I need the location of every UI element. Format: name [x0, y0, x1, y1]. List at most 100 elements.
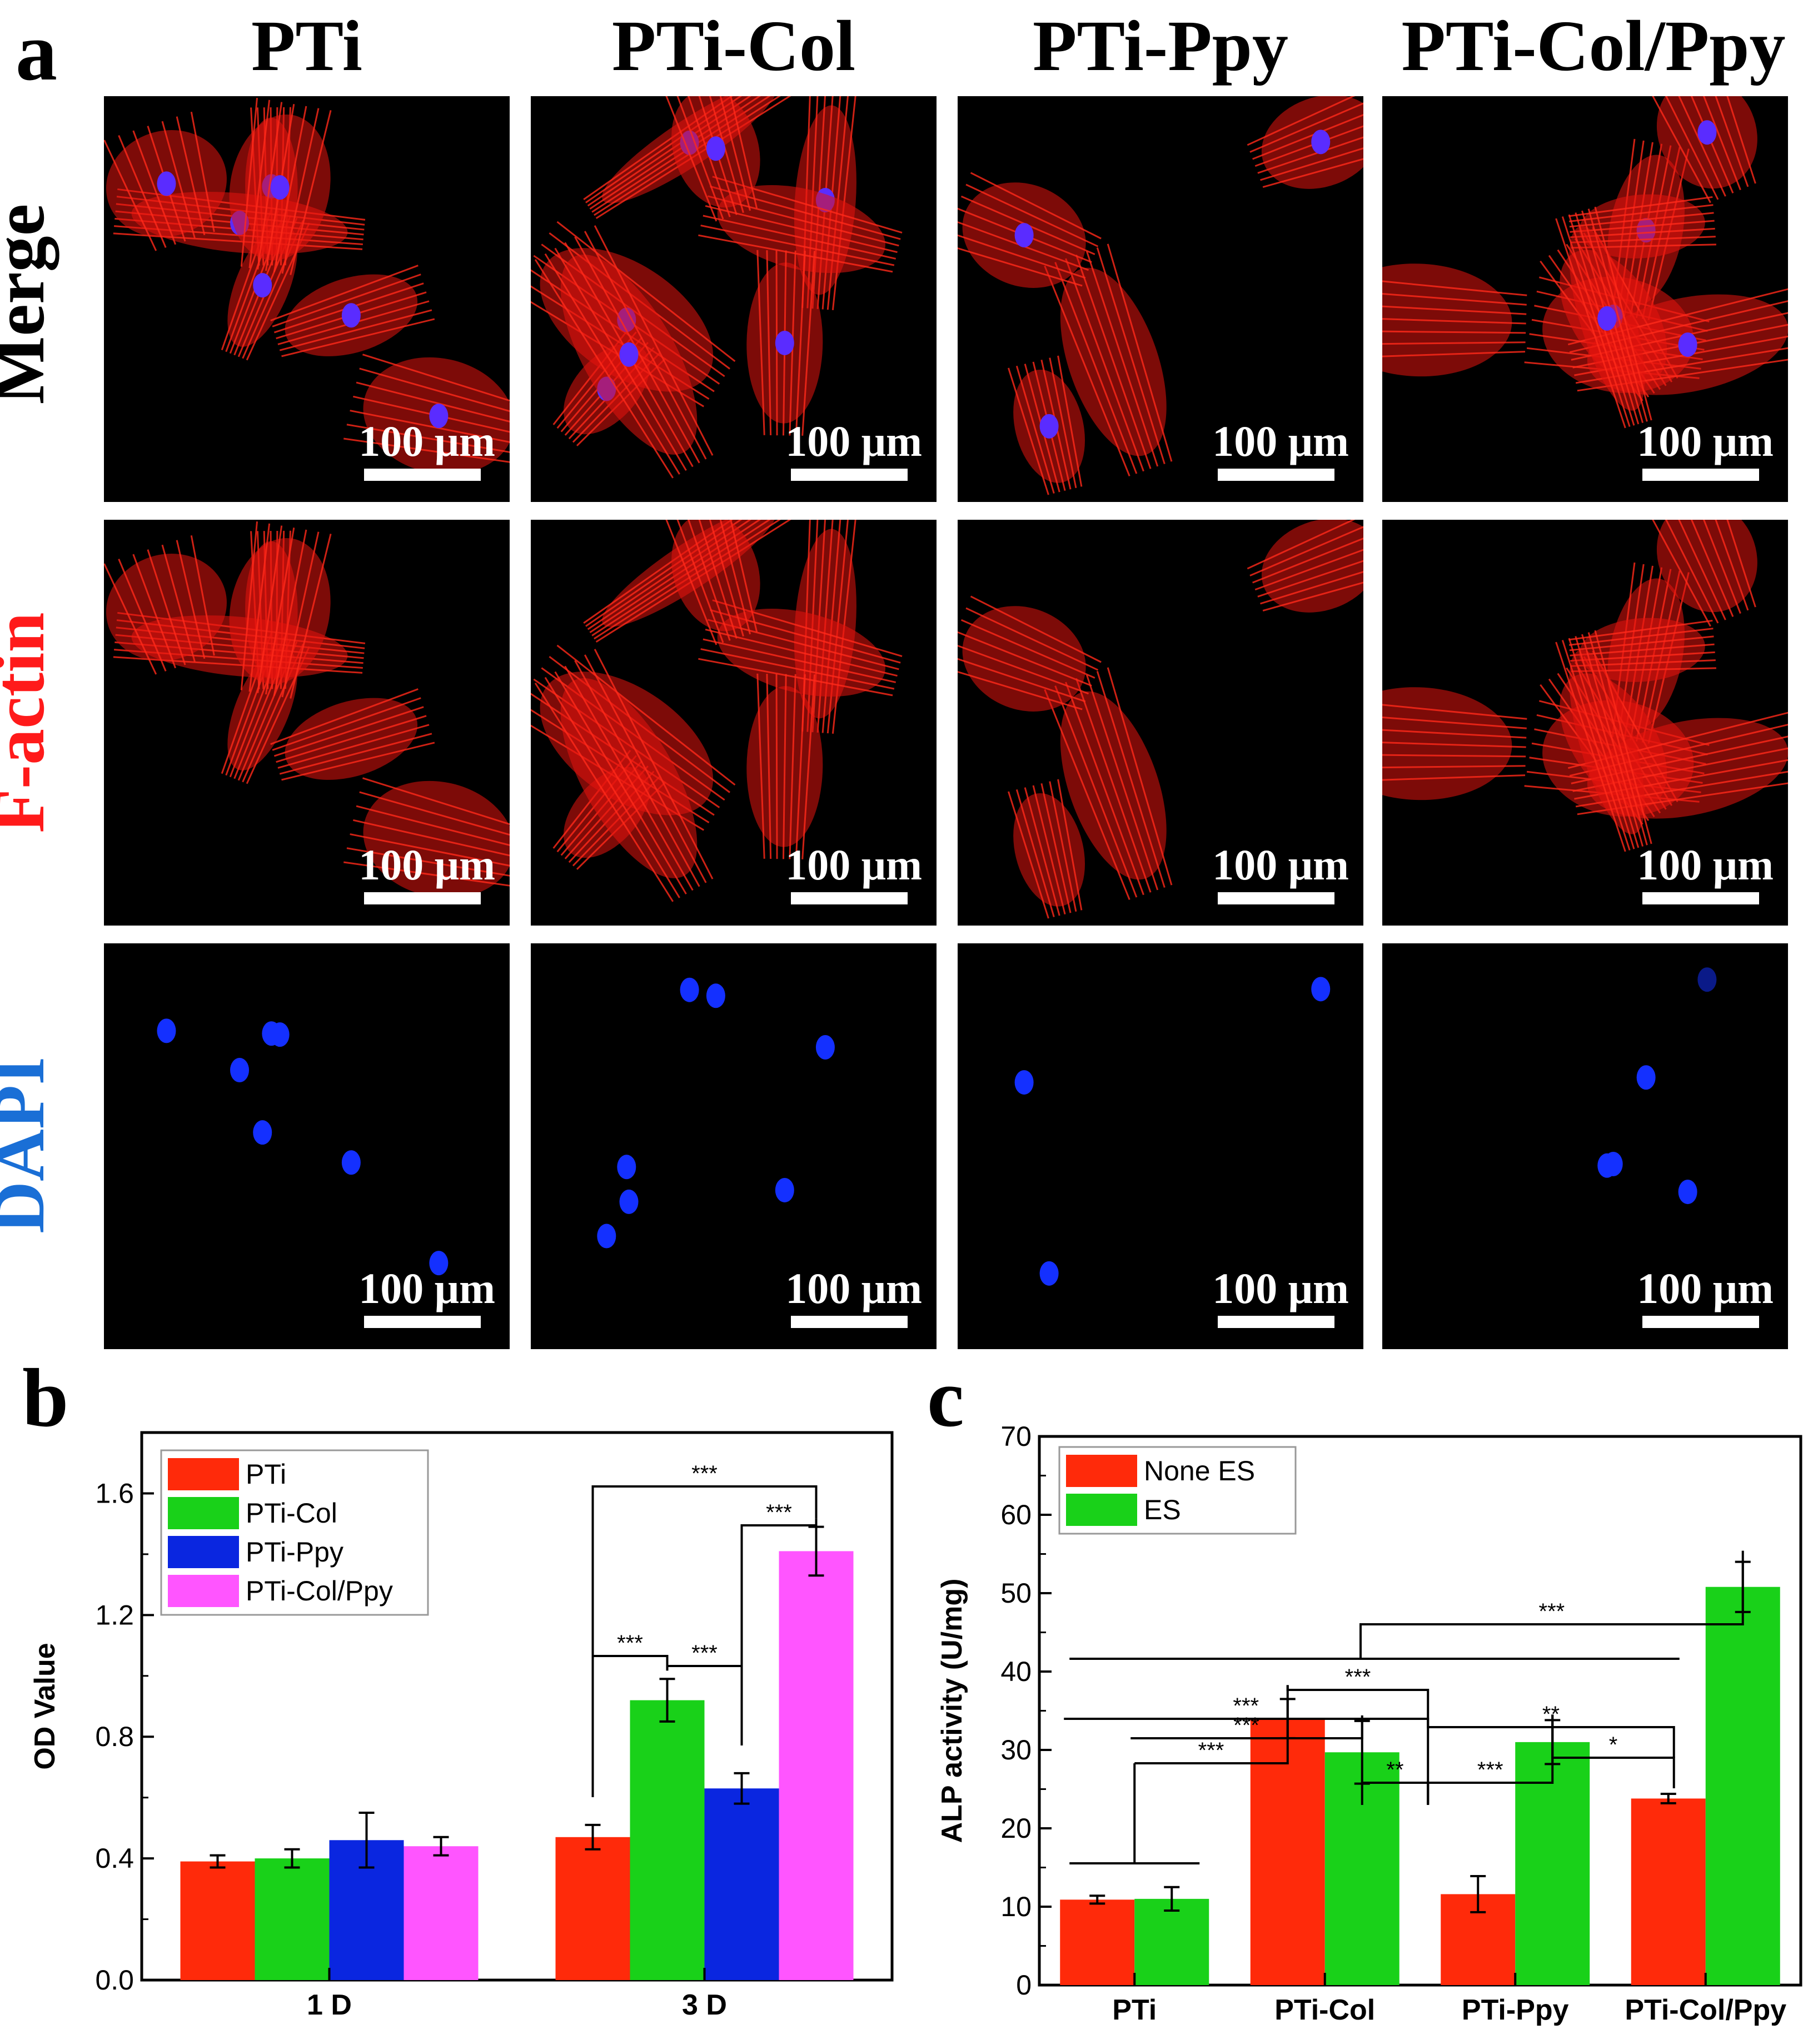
micrograph-dapi-pti-col-ppy: 100 μm: [1382, 943, 1788, 1349]
column-header-pti-col: PTi-Col: [611, 6, 856, 86]
legend-swatch: [168, 1575, 239, 1607]
y-tick-label: 10: [1000, 1891, 1032, 1922]
micrograph-f-actin-pti: 100 μm: [104, 520, 510, 926]
significance-label: ***: [691, 1641, 718, 1665]
scale-bar-label: 100 μm: [1212, 417, 1349, 465]
row-label-f-actin: F-actin: [0, 612, 59, 833]
scale-bar: [1218, 469, 1334, 481]
scale-bar: [791, 1316, 908, 1328]
bar: [1705, 1587, 1780, 1985]
y-axis-label: OD Value: [29, 1643, 61, 1769]
bar: [180, 1861, 255, 1980]
column-header-pti-ppy: PTi-Ppy: [1033, 6, 1288, 86]
significance-label: **: [1386, 1758, 1403, 1782]
bar: [555, 1837, 630, 1980]
scale-bar-label: 100 μm: [1212, 841, 1349, 889]
scale-bar-label: 100 μm: [785, 1264, 922, 1312]
bar: [779, 1551, 854, 1980]
scale-bar: [1642, 469, 1759, 481]
scale-bar: [791, 469, 908, 481]
micrograph-f-actin-pti-col: 100 μm: [531, 520, 937, 926]
scale-bar: [364, 1316, 481, 1328]
micrograph-merge-pti-col: 100 μm: [531, 96, 937, 502]
significance-label: *: [1609, 1733, 1618, 1757]
legend-swatch: [1066, 1494, 1137, 1526]
scale-bar-label: 100 μm: [358, 1264, 495, 1312]
y-tick-label: 0.8: [95, 1721, 134, 1752]
scale-bar-label: 100 μm: [1212, 1264, 1349, 1312]
x-tick-label: 3 D: [682, 1989, 727, 2021]
chart-od-value: 0.0 0.4 0.8 1.2 1.6 OD Value 1 D 3 D PTi PTi-Col P…: [29, 1431, 894, 2021]
legend-label: ES: [1144, 1494, 1181, 1525]
micrograph-merge-pti: 100 μm: [104, 96, 510, 502]
legend-label: PTi-Col/Ppy: [246, 1575, 393, 1607]
panel-c-letter: c: [927, 1352, 964, 1444]
bar: [1060, 1899, 1135, 1985]
significance-bracket: [1130, 1715, 1363, 1739]
significance-bracket: [591, 1655, 669, 1797]
legend-swatch: [1066, 1455, 1137, 1487]
panel-a-letter: a: [16, 6, 57, 98]
legend-label: PTi: [246, 1459, 286, 1490]
scale-bar: [364, 892, 481, 904]
scale-bar: [1218, 892, 1334, 904]
significance-label: ***: [766, 1500, 792, 1525]
y-axis-label: ALP activity (U/mg): [936, 1579, 968, 1843]
bar: [404, 1846, 479, 1980]
scale-bar: [791, 892, 908, 904]
y-tick-label: 50: [1000, 1578, 1032, 1609]
scale-bar: [1642, 892, 1759, 904]
x-tick-label: PTi: [1112, 1994, 1157, 2026]
significance-bracket: [1359, 1550, 1744, 1659]
panel-b-letter: b: [22, 1352, 69, 1444]
bar: [1134, 1898, 1209, 1985]
significance-label: ***: [691, 1461, 718, 1486]
significance-bracket: [591, 1485, 818, 1797]
significance-label: ***: [1477, 1758, 1503, 1782]
significance-bracket: [740, 1518, 818, 1745]
scale-bar-label: 100 μm: [785, 841, 922, 889]
y-tick-label: 20: [1000, 1813, 1032, 1844]
x-tick-label: PTi-Ppy: [1462, 1994, 1569, 2026]
bar: [630, 1700, 705, 1980]
y-tick-label: 0.4: [95, 1843, 134, 1874]
micrograph-f-actin-pti-col-ppy: 100 μm: [1382, 520, 1788, 926]
y-tick-label: 40: [1000, 1656, 1032, 1687]
legend-label: PTi-Col: [246, 1498, 337, 1529]
micrograph-merge-pti-ppy: 100 μm: [958, 96, 1363, 502]
micrograph-dapi-pti-ppy: 100 μm: [958, 943, 1363, 1349]
y-tick-label: 1.2: [95, 1599, 134, 1630]
plot-frame: [140, 1431, 894, 1982]
bar: [255, 1858, 330, 1980]
row-label-dapi: DAPI: [0, 1057, 59, 1234]
y-tick-label: 0.0: [95, 1965, 134, 1996]
scale-bar-label: 100 μm: [1637, 841, 1774, 889]
y-tick-label: 1.6: [95, 1478, 134, 1509]
significance-label: **: [1542, 1702, 1560, 1727]
bar: [704, 1788, 779, 1980]
scale-bar-label: 100 μm: [1637, 417, 1774, 465]
legend-swatch: [168, 1458, 239, 1490]
scale-bar: [364, 469, 481, 481]
scale-bar: [1218, 1316, 1334, 1328]
y-tick-label: 70: [1000, 1421, 1032, 1452]
scale-bar-label: 100 μm: [358, 841, 495, 889]
scale-bar-label: 100 μm: [785, 417, 922, 465]
y-tick-label: 30: [1000, 1734, 1032, 1766]
micrograph-dapi-pti-col: 100 μm: [531, 943, 937, 1349]
significance-bracket: [1427, 1722, 1675, 1758]
x-tick-label: PTi-Col: [1274, 1994, 1375, 2026]
legend-label: PTi-Ppy: [246, 1536, 343, 1568]
significance-bracket: [1134, 1685, 1289, 1764]
legend-label: None ES: [1144, 1455, 1255, 1486]
legend-swatch: [168, 1497, 239, 1529]
x-tick-label: PTi-Col/Ppy: [1625, 1994, 1786, 2026]
significance-label: ***: [1539, 1599, 1565, 1624]
micrograph-dapi-pti: 100 μm: [104, 943, 510, 1349]
scale-bar: [1642, 1316, 1759, 1328]
y-tick-label: 60: [1000, 1499, 1032, 1530]
legend-swatch: [168, 1536, 239, 1568]
y-tick-label: 0: [1016, 1970, 1032, 2001]
significance-label: ***: [617, 1631, 643, 1655]
significance-bracket: [1286, 1685, 1430, 1722]
